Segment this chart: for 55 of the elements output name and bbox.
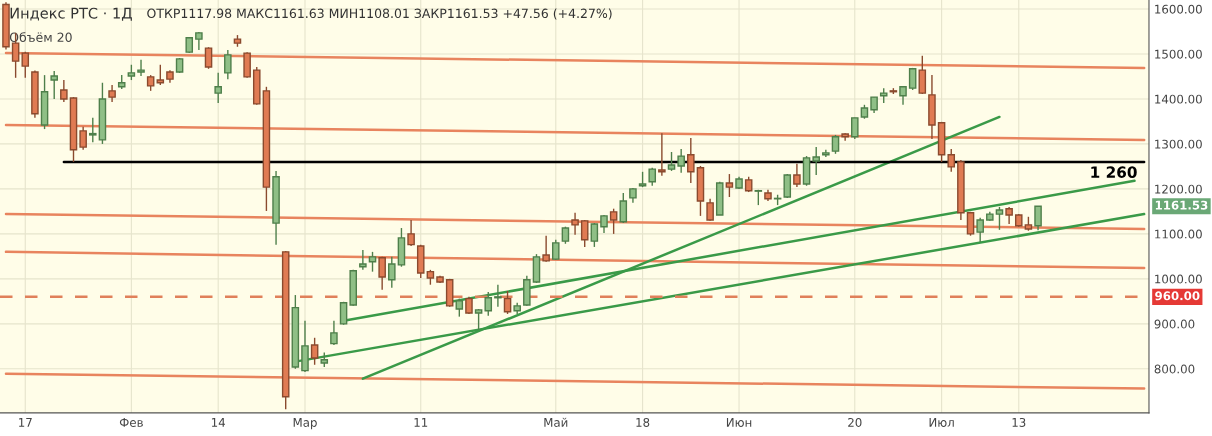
x-tick-label: Фев [119,418,143,427]
candlestick [484,291,493,317]
candlestick [947,148,956,173]
candlestick [89,117,97,143]
chart-title: Индекс РТС · 1Д [10,7,132,21]
text: 1161.53 [1155,200,1208,210]
y-tick-label: 1400.00 [1155,94,1202,104]
y-tick-label: 1300.00 [1155,139,1202,149]
candlestick [831,134,840,155]
candlestick [677,148,685,174]
candlestick [725,173,734,198]
y-tick-label: 1600.00 [1155,4,1202,14]
x-tick-label: Июн [726,418,752,427]
candlestick [330,319,338,346]
candlestick [359,249,367,271]
candlestick [1034,205,1042,231]
candlestick [60,79,68,103]
candlestick [156,64,165,86]
candlestick [995,206,1004,231]
candlestick [310,337,319,366]
x-tick-label: 13 [1012,417,1026,427]
candlestick [783,173,792,199]
candlestick [793,163,801,188]
candlestick [388,256,396,289]
candlestick [214,72,222,104]
text: ОТКР1117.98 МАКС1161.63 МИН1108.01 ЗАКР1161.53 +47.56 (+4.27%) [147,8,612,20]
x-tick-label: 17 [19,418,32,427]
candlestick [551,239,560,261]
y-tick-label: 1500.00 [1155,49,1202,59]
y-tick-label: 800.00 [1154,364,1195,374]
x-tick-label: 11 [414,418,428,427]
candlestick [50,70,58,100]
candlestick [687,137,695,184]
ref-line-label: 960.00 [1155,291,1200,301]
x-tick-label: 14 [211,418,226,427]
candlestick [224,49,232,80]
candlestick [494,284,502,308]
x-tick-label: Мар [293,418,317,430]
candlestick [667,151,676,172]
y-tick-label: 1100.00 [1155,229,1202,239]
candlestick [137,59,145,77]
x-tick-label: 20 [848,417,862,427]
candlestick [619,192,628,224]
x-tick-label: 18 [636,417,650,427]
candlestick [976,216,984,243]
y-tick-label: 1200.00 [1155,184,1202,194]
x-tick-label: Май [544,417,568,427]
x-tick-label: Июл [929,418,954,427]
annotation: 1 260 [1091,166,1137,178]
y-tick-label: 1000.00 [1155,274,1202,284]
candlestick [368,251,377,273]
candlestick [812,146,820,176]
y-tick-label: 900.00 [1154,319,1195,329]
candlestick [590,222,599,248]
candlestick [851,117,859,140]
